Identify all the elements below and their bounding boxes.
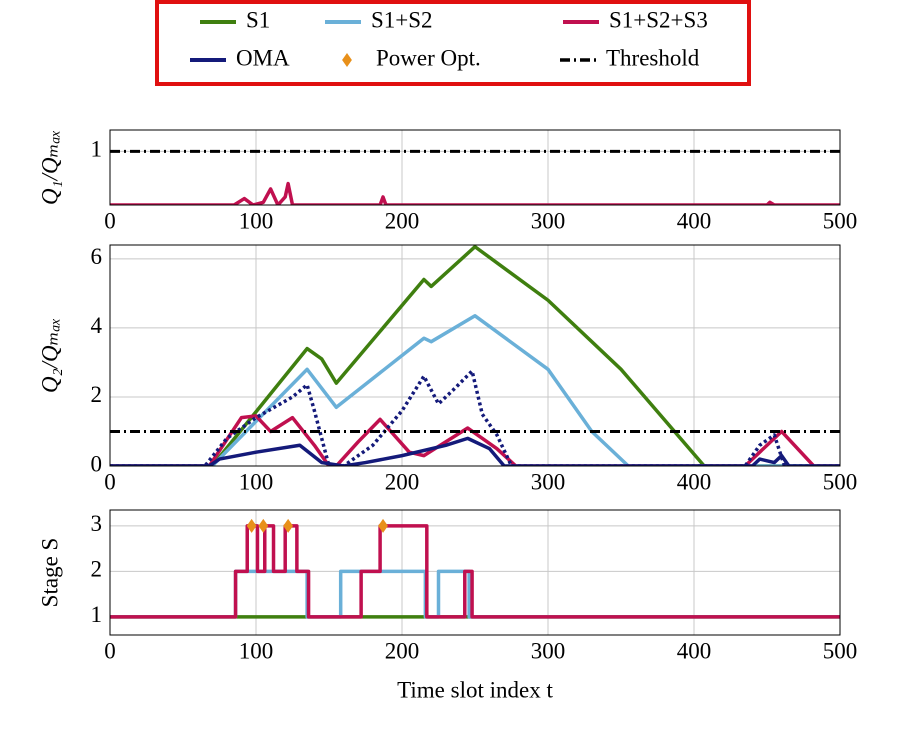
legend-symbol — [342, 53, 352, 67]
x-tick-label: 400 — [677, 208, 712, 233]
subplot: 0 100 200 300 400 500 1 Q₁/Qₘₐₓ — [37, 129, 858, 233]
y-axis-label: Q₁/Qₘₐₓ — [37, 130, 62, 205]
marker — [258, 518, 269, 533]
series-line — [110, 569, 840, 619]
series-line — [110, 181, 840, 205]
series-line — [110, 436, 840, 466]
x-tick-label: 0 — [104, 469, 116, 494]
legend-label: S1+S2+S3 — [609, 7, 708, 32]
y-axis-label: Stage S — [37, 538, 62, 608]
plot-frame — [109, 129, 841, 206]
y-tick-label: 6 — [91, 244, 103, 269]
subplot: 0 100 200 300 400 500 0 2 4 6 Q₂/Qₘₐₓ — [37, 244, 857, 494]
plot-frame — [109, 244, 841, 467]
x-tick-label: 300 — [531, 638, 566, 663]
legend: S1 S1+S2 S1+S2+S3 OMA Power Opt. Threshold — [190, 7, 708, 70]
series-group — [110, 149, 840, 205]
legend-label: S1 — [246, 7, 270, 32]
legend-label: Power Opt. — [376, 45, 481, 70]
x-tick-label: 500 — [823, 638, 858, 663]
series-line — [110, 245, 840, 466]
x-tick-label: 300 — [531, 208, 566, 233]
y-tick-label: 2 — [91, 382, 103, 407]
legend-label: S1+S2 — [371, 7, 433, 32]
series-line — [110, 414, 840, 466]
legend-box — [155, 0, 751, 86]
y-tick-label: 1 — [91, 602, 103, 627]
x-axis-label: Time slot index t — [397, 677, 553, 702]
x-tick-label: 200 — [385, 208, 420, 233]
marker — [246, 518, 257, 533]
y-tick-label: 3 — [91, 511, 103, 536]
y-tick-label: 4 — [91, 313, 103, 338]
series-line — [110, 369, 840, 466]
x-tick-label: 400 — [677, 638, 712, 663]
x-tick-label: 200 — [385, 638, 420, 663]
marker — [283, 518, 294, 533]
marker — [378, 518, 388, 533]
x-tick-label: 200 — [385, 469, 420, 494]
x-tick-label: 100 — [239, 638, 274, 663]
y-tick-label: 0 — [91, 451, 103, 476]
y-tick-label: 1 — [91, 137, 103, 162]
y-axis-label: Q₂/Qₘₐₓ — [37, 318, 62, 393]
y-tick-label: 2 — [91, 557, 103, 582]
x-tick-label: 500 — [823, 469, 858, 494]
x-tick-label: 100 — [239, 469, 274, 494]
series-line — [110, 314, 840, 466]
x-tick-label: 0 — [104, 208, 116, 233]
legend-label: Threshold — [606, 45, 700, 70]
x-tick-label: 500 — [823, 208, 858, 233]
plot-frame — [109, 509, 841, 636]
subplot: 0 100 200 300 400 500 1 2 3 Stage S Time slot inde… — [37, 509, 858, 702]
series-group — [110, 245, 840, 466]
x-tick-label: 100 — [239, 208, 274, 233]
x-tick-label: 300 — [531, 469, 566, 494]
x-tick-label: 400 — [677, 469, 712, 494]
legend-label: OMA — [236, 45, 290, 70]
x-tick-label: 0 — [104, 638, 116, 663]
